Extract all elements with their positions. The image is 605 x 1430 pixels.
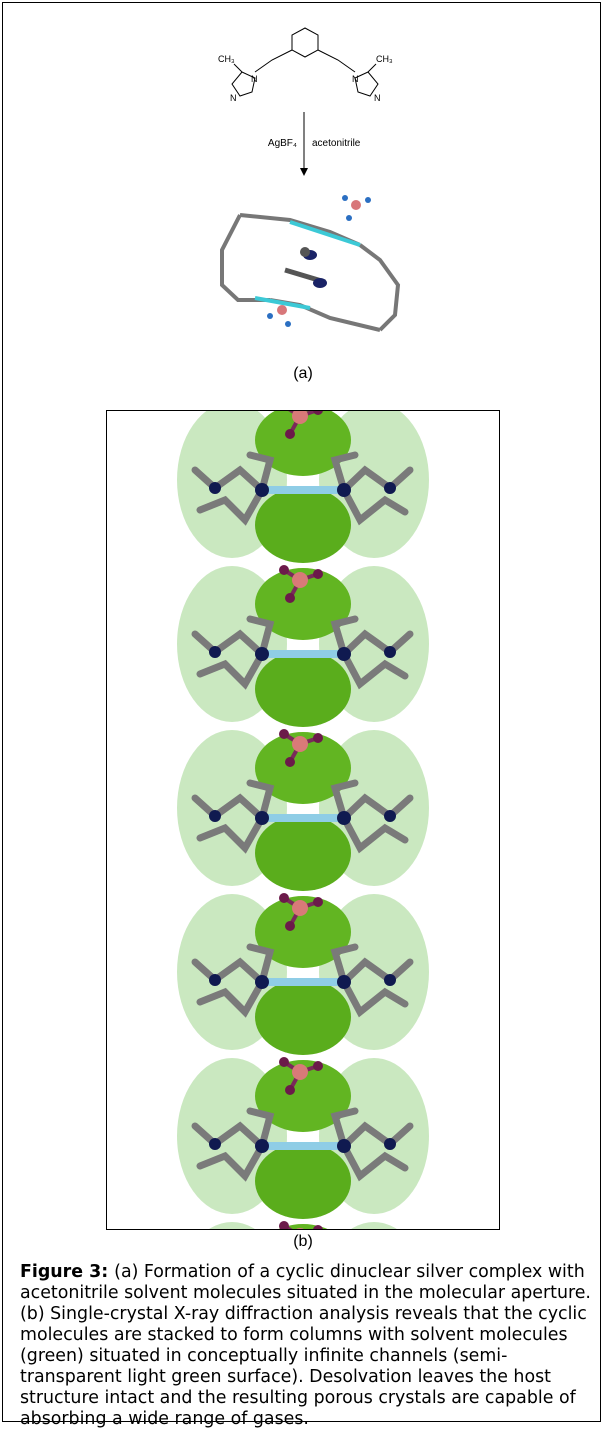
bond xyxy=(255,50,292,72)
caption-label: Figure 3: xyxy=(20,1262,108,1282)
bonds xyxy=(222,215,270,300)
f-atom xyxy=(267,313,273,319)
n-label: N xyxy=(230,93,237,103)
b-atom xyxy=(351,200,361,210)
ag-bond xyxy=(290,222,360,245)
bond xyxy=(234,64,242,72)
bonds xyxy=(360,245,398,330)
caption: Figure 3:(a) Formation of a cyclic dinuc… xyxy=(20,1262,592,1430)
bond xyxy=(318,50,355,72)
panel-label: (a) xyxy=(293,365,313,382)
crystal-structure xyxy=(222,195,398,330)
b-atom xyxy=(277,305,287,315)
solvent: acetonitrile xyxy=(312,138,361,149)
f-atom xyxy=(365,197,371,203)
n-label: N xyxy=(251,74,258,84)
f-atom xyxy=(342,195,348,201)
f-atom xyxy=(285,321,291,327)
panel-label: (b) xyxy=(293,1233,313,1250)
c-atom xyxy=(300,247,310,257)
n-atom xyxy=(313,278,327,288)
ligand-structure xyxy=(232,28,378,96)
n-label: N xyxy=(374,93,381,103)
ch3-label: CH₃ xyxy=(376,54,393,64)
page: {"panel_a": {"structure_labels": ["CH₃",… xyxy=(0,0,605,1426)
caption-text: (a) Formation of a cyclic dinuclear silv… xyxy=(20,1262,591,1429)
n-label: N xyxy=(352,74,359,84)
figure: CH₃ N N N N CH₃ AgBF₄ acetonitrile (a) xyxy=(0,0,605,1426)
ch3-label: CH₃ xyxy=(218,54,235,64)
reagent: AgBF₄ xyxy=(268,138,297,149)
f-atom xyxy=(346,215,352,221)
bond xyxy=(368,64,376,72)
benzene xyxy=(292,28,318,57)
arrowhead xyxy=(300,168,308,176)
